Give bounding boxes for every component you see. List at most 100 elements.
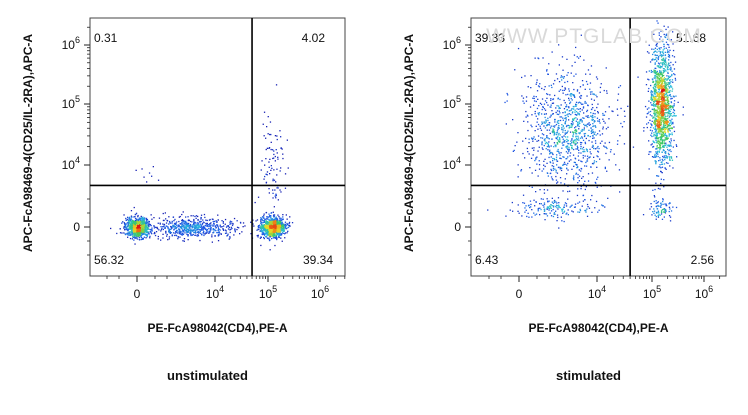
event-point <box>661 59 663 61</box>
event-point <box>135 237 137 239</box>
event-point <box>122 221 124 223</box>
event-point <box>663 103 665 106</box>
event-point <box>262 226 264 228</box>
event-point <box>278 232 280 234</box>
event-point <box>669 149 671 151</box>
event-point <box>571 168 573 170</box>
event-point <box>665 64 668 66</box>
event-point <box>182 240 184 242</box>
event-point <box>550 169 553 172</box>
event-point <box>155 231 158 233</box>
event-point <box>559 119 562 122</box>
event-point <box>653 134 655 136</box>
event-point <box>659 38 661 40</box>
event-point <box>180 231 182 233</box>
event-point <box>267 225 269 227</box>
event-point <box>594 113 596 115</box>
event-point <box>125 226 127 228</box>
event-point <box>154 231 156 234</box>
event-point <box>142 216 144 218</box>
event-point <box>207 225 209 228</box>
event-point <box>139 234 141 236</box>
event-point <box>140 227 142 229</box>
event-point <box>196 224 198 227</box>
event-point <box>159 223 161 225</box>
event-point <box>193 221 195 223</box>
event-point <box>260 227 262 229</box>
event-point <box>662 145 664 147</box>
event-point <box>656 80 658 82</box>
event-point <box>580 185 582 188</box>
event-point <box>656 146 658 148</box>
event-point <box>575 104 578 106</box>
event-point <box>257 226 259 228</box>
event-point <box>145 233 147 236</box>
event-point <box>214 235 216 237</box>
event-point <box>655 117 657 120</box>
event-point <box>657 187 660 190</box>
event-point <box>667 65 669 67</box>
event-point <box>582 154 584 157</box>
event-point <box>275 235 277 237</box>
event-point <box>191 230 193 232</box>
event-point <box>670 101 673 104</box>
event-point <box>130 224 133 227</box>
event-point <box>537 112 539 114</box>
event-point <box>664 133 666 135</box>
event-point <box>657 147 659 149</box>
event-point <box>282 232 284 234</box>
event-point <box>667 68 669 71</box>
event-point <box>128 221 130 224</box>
event-point <box>663 107 665 109</box>
event-point <box>554 144 557 146</box>
event-point <box>190 233 192 235</box>
event-point <box>663 70 665 73</box>
event-point <box>659 48 661 50</box>
event-point <box>141 230 143 232</box>
event-point <box>660 73 662 75</box>
event-point <box>274 224 277 226</box>
event-point <box>229 221 231 223</box>
event-point <box>671 73 673 76</box>
event-point <box>658 83 660 85</box>
event-point <box>665 85 667 87</box>
event-point <box>183 228 185 231</box>
event-point <box>668 150 670 152</box>
event-point <box>128 222 130 225</box>
event-point <box>661 62 663 64</box>
event-point <box>654 54 656 56</box>
event-point <box>652 87 654 89</box>
event-point <box>593 133 596 135</box>
event-point <box>143 219 145 221</box>
event-point <box>661 172 663 174</box>
event-point <box>530 75 532 77</box>
event-point <box>558 120 560 122</box>
event-point <box>525 100 528 102</box>
event-point <box>661 90 663 92</box>
event-point <box>260 218 262 221</box>
event-point <box>648 79 650 81</box>
event-point <box>265 224 267 226</box>
event-point <box>267 226 270 229</box>
event-point <box>199 224 202 226</box>
event-point <box>665 155 667 157</box>
event-point <box>667 156 669 158</box>
event-point <box>592 114 594 117</box>
event-point <box>671 118 673 120</box>
event-point <box>126 233 128 235</box>
event-point <box>593 147 595 149</box>
event-point <box>573 106 575 108</box>
event-point <box>650 93 652 95</box>
event-point <box>130 215 133 217</box>
event-point <box>653 141 655 143</box>
event-point <box>265 173 267 175</box>
event-point <box>603 89 605 92</box>
event-point <box>568 143 570 145</box>
event-point <box>175 231 177 234</box>
event-point <box>584 125 586 127</box>
event-point <box>659 118 661 121</box>
event-point <box>584 150 586 153</box>
event-point <box>601 140 603 142</box>
event-point <box>549 116 551 118</box>
event-point <box>216 224 219 226</box>
